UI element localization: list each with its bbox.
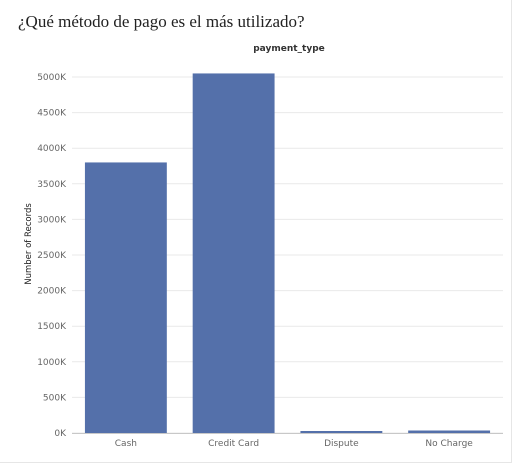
y-tick-label: 2500K: [37, 251, 67, 261]
chart-title: ¿Qué método de pago es el más utilizado?: [18, 12, 305, 31]
y-tick-label: 3000K: [37, 215, 67, 225]
x-axis-ticks: Cash Credit Card Dispute No Charge: [115, 439, 474, 449]
y-tick-label: 5000K: [37, 73, 67, 83]
y-tick-label: 2000K: [37, 287, 67, 297]
bar-credit-card: [192, 73, 275, 433]
x-tick-label: No Charge: [425, 439, 473, 449]
x-tick-label: Dispute: [324, 439, 359, 449]
y-tick-label: 3500K: [37, 180, 67, 190]
bar-cash: [84, 162, 167, 433]
x-tick-label: Cash: [115, 439, 137, 449]
y-tick-label: 1000K: [37, 358, 67, 368]
bars: [84, 73, 491, 433]
column-header: payment_type: [253, 44, 325, 54]
y-tick-label: 4000K: [37, 144, 67, 154]
y-axis-ticks: 0K 500K 1000K 1500K 2000K 2500K 3000K 3500K 4000…: [37, 73, 67, 439]
y-tick-label: 4500K: [37, 109, 67, 119]
y-tick-label: 500K: [43, 393, 67, 403]
x-tick-label: Credit Card: [208, 439, 259, 449]
bar-dispute: [300, 431, 383, 433]
y-axis-label: Number of Records: [24, 203, 34, 285]
bar-no-charge: [408, 430, 491, 433]
y-tick-label: 1500K: [37, 322, 67, 332]
y-tick-label: 0K: [54, 429, 67, 439]
